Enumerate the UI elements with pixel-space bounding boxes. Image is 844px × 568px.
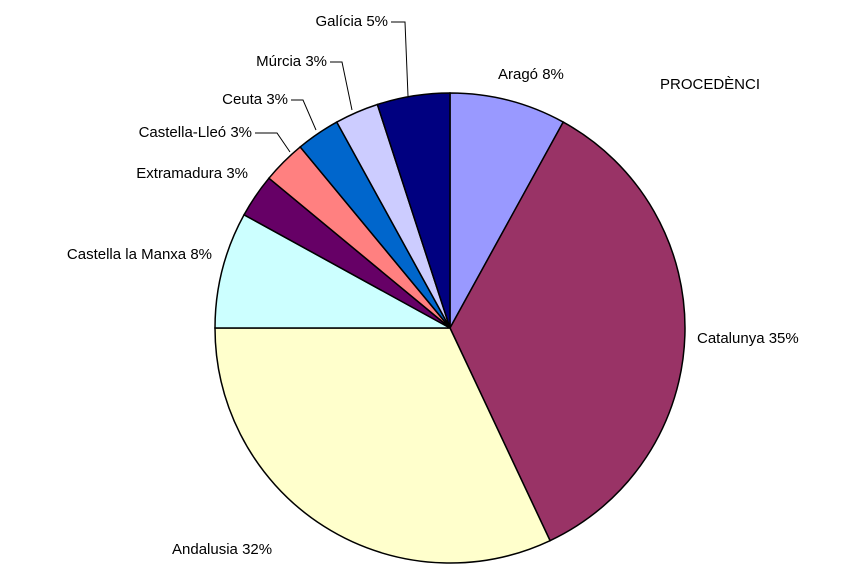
pie-slice [449, 92, 565, 329]
leader-line [291, 99, 317, 131]
leader-line [330, 61, 353, 111]
slice-label: Aragó 8% [498, 66, 564, 83]
slice-value: 5% [366, 13, 388, 30]
leader-line [391, 21, 409, 97]
slice-value: 3% [226, 165, 248, 182]
slice-value: 8% [190, 246, 212, 263]
slice-name: Andalusia [172, 541, 239, 558]
pie-slice [214, 327, 552, 564]
slice-label: Catalunya 35% [697, 330, 799, 347]
slice-value: 32% [242, 541, 272, 558]
pie-slice [214, 213, 451, 329]
slice-label: Galícia 5% [315, 13, 388, 30]
slice-name: Extramadura [136, 165, 223, 182]
slice-name: Aragó [498, 66, 538, 83]
slice-label: Castella-Lleó 3% [139, 124, 252, 141]
slice-name: Catalunya [697, 330, 765, 347]
slice-label: Extramadura 3% [136, 165, 248, 182]
slice-label: Andalusia 32% [172, 541, 272, 558]
pie-slice [449, 121, 686, 542]
slice-name: Castella la Manxa [67, 246, 187, 263]
slice-label: Ceuta 3% [222, 91, 288, 108]
pie-slice [376, 92, 451, 329]
slice-label: Múrcia 3% [256, 53, 327, 70]
slice-value: 8% [542, 66, 564, 83]
slice-value: 3% [305, 53, 327, 70]
slice-name: Castella-Lleó [139, 124, 227, 141]
leader-line [255, 132, 291, 153]
slice-name: Galícia [315, 13, 362, 30]
slice-label: Castella la Manxa 8% [67, 246, 212, 263]
slice-name: Múrcia [256, 53, 302, 70]
slice-name: Ceuta [222, 91, 263, 108]
slice-value: 3% [230, 124, 252, 141]
slice-value: 3% [266, 91, 288, 108]
slice-value: 35% [769, 330, 799, 347]
chart-title: PROCEDÈNCI [660, 76, 760, 93]
